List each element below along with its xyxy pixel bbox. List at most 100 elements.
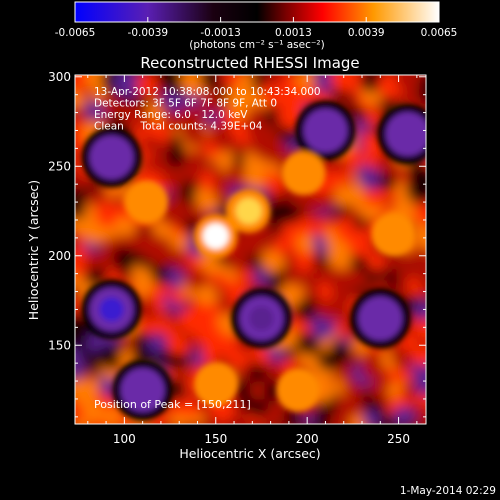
heatmap-cell [284,267,303,286]
heatmap-cell [419,75,426,93]
heatmap-cell [146,151,169,174]
heatmap-cell [166,395,187,416]
colorbar-tick-label: 0.0013 [275,27,312,39]
heatmap-plot [75,75,426,424]
chart-title: Reconstructed RHESSI Image [140,54,359,72]
heatmap-cell [365,107,384,126]
heatmap-cell [359,75,384,93]
dark-source-core [395,122,420,147]
heatmap-cell [97,339,127,370]
heatmap-cell [314,292,343,320]
colorbar-units: (photons cm⁻² s⁻¹ asec⁻²) [189,39,324,51]
heatmap-cell [346,266,370,290]
heatmap-cell [147,333,168,354]
x-tick-label: 150 [204,432,227,446]
heatmap-cell [345,148,366,170]
heatmap-cell [327,264,355,292]
peak-position-label: Position of Peak = [150,211] [94,398,251,411]
heatmap-cell [416,264,426,293]
bright-source [133,189,160,216]
heatmap-cell [413,220,426,240]
x-tick-label: 100 [113,432,136,446]
annotation-line: Detectors: 3F 5F 6F 7F 8F 9F, Att 0 [94,98,277,110]
heatmap-cell [244,114,268,138]
heatmap-cell [249,380,270,401]
dark-source-core [99,297,124,322]
heatmap-cell [146,234,169,257]
annotation-line: 13-Apr-2012 10:38:08.000 to 10:43:34.000 [94,86,321,98]
dark-source-core [313,118,338,143]
x-tick-label: 200 [296,432,319,446]
bright-source [290,160,317,187]
heatmap-cell [337,363,356,382]
heatmap-cell [296,232,318,254]
bright-source [202,371,229,398]
heatmap-cell [75,200,87,220]
annotation-block: 13-Apr-2012 10:38:08.000 to 10:43:34.000… [94,86,321,133]
footer-timestamp: 1-May-2014 02:29 [400,485,496,497]
heatmap-cell [295,298,319,322]
colorbar-ticks [74,17,440,22]
heatmap-cell [225,86,254,115]
bright-source [285,376,312,403]
heatmap-cell [347,228,377,258]
heatmap-cell [75,87,87,110]
heatmap-cell [414,200,426,225]
annotation-line: Energy Range: 6.0 - 12.0 keV [94,109,248,121]
colorbar-tick-label: 0.0039 [348,27,385,39]
heatmap-cell [115,214,137,237]
colorbar: -0.0065 -0.0039 -0.0013 0.0013 0.0039 0.0065 … [55,1,458,51]
annotation-line: Clean Total counts: 4.39E+04 [94,121,263,133]
heatmap-cell [369,378,393,402]
y-tick-label: 300 [48,70,71,84]
heatmap-cell [181,396,202,417]
heatmap-cell [377,171,398,191]
colorbar-tick-label: -0.0013 [200,27,241,39]
dark-source-core [99,145,124,170]
x-tick-label: 250 [387,432,410,446]
heatmap-sources [81,100,426,420]
heatmap-cell [83,252,102,271]
heatmap-cell [412,239,426,268]
heatmap-cell [113,75,144,98]
dark-source-core [130,377,155,402]
x-axis-label: Heliocentric X (arcsec) [179,446,320,461]
heatmap-cell [94,200,122,228]
heatmap-cell [395,75,425,93]
heatmap-cell [199,75,220,89]
y-tick-label: 150 [48,338,71,352]
y-axis-label: Heliocentric Y (arcsec) [26,180,41,320]
plot-frame [74,74,427,425]
bright-source [235,198,262,225]
heatmap-cell [281,217,305,242]
heatmap-cell [182,119,210,147]
bright-source [380,221,407,248]
dark-source-core [368,306,393,331]
dark-source-core [249,306,274,331]
heatmap-cell [367,252,386,271]
heatmap-cell [362,408,383,424]
heatmap-cell [412,344,426,367]
y-tick-label: 250 [48,159,71,173]
heatmap-cell [413,298,426,321]
colorbar-tick-label: -0.0065 [55,27,96,39]
heatmap-cell [415,403,426,424]
colorbar-tick-label: 0.0065 [421,27,458,39]
x-axis-ticks: 100 150 200 250 [87,75,418,446]
heatmap-cell [102,90,123,112]
heatmap-cell [197,284,219,306]
heatmap-cell [247,251,267,271]
bright-source [202,223,229,250]
heatmap-cell [184,146,208,170]
y-tick-label: 200 [48,249,71,263]
heatmap-cell [184,264,212,292]
heatmap-cell [247,394,272,419]
colorbar-tick-label: -0.0039 [128,27,169,39]
heatmap-cell [248,362,268,382]
colorbar-gradient [74,1,440,23]
heatmap-cell [247,235,268,256]
colorbar-tick-labels: -0.0065 -0.0039 -0.0013 0.0013 0.0039 0.0065 [55,27,458,39]
y-axis-ticks: 150 200 250 300 [48,70,426,418]
heatmap-cell [295,75,318,90]
